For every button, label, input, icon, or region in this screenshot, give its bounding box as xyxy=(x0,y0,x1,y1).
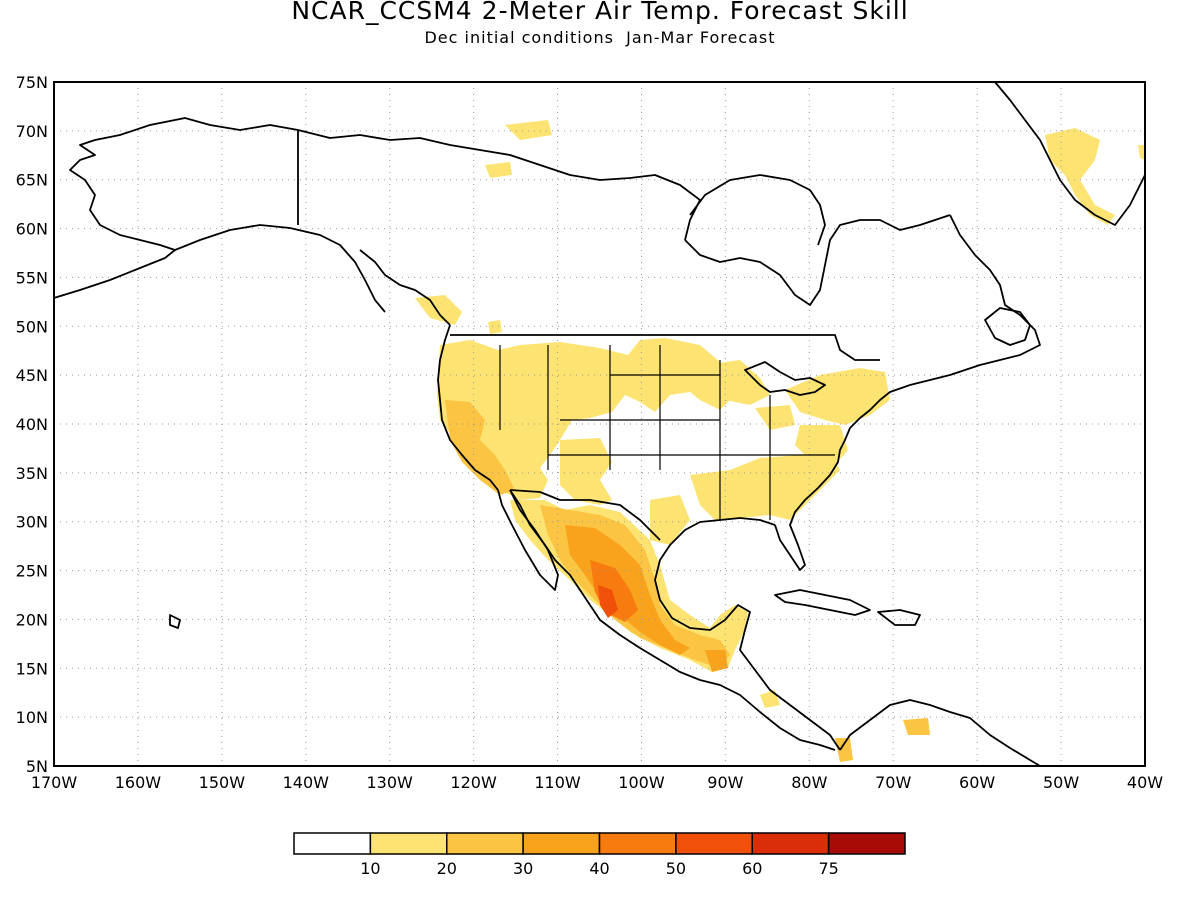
shade-midatlantic xyxy=(795,425,848,470)
coast-us-west xyxy=(437,324,499,491)
lat-label: 60N xyxy=(16,220,48,239)
latitude-labels: 75N 70N 65N 60N 55N 50N 45N 40N 35N 30N 25N 20N 15N 1… xyxy=(16,73,48,776)
shade-mexico-hot xyxy=(598,585,618,618)
lon-label: 50W xyxy=(1043,773,1079,792)
coast-arctic xyxy=(297,129,701,241)
lat-label: 10N xyxy=(16,708,48,727)
coast-alaska xyxy=(54,117,299,299)
lon-label: 70W xyxy=(875,773,911,792)
state-lines xyxy=(499,345,835,520)
coast-alaska-south xyxy=(174,224,386,313)
lon-label: 160W xyxy=(115,773,162,792)
shade-colombia xyxy=(835,738,853,762)
lon-label: 120W xyxy=(450,773,497,792)
lat-label: 40N xyxy=(16,415,48,434)
colorbar-segment xyxy=(751,832,830,855)
shade-caribbean xyxy=(760,690,780,708)
shade-mexico-red xyxy=(590,560,638,622)
shade-arctic-1 xyxy=(505,120,552,140)
graticule xyxy=(54,82,1145,766)
coast-south-america xyxy=(839,699,1041,766)
lat-label: 55N xyxy=(16,268,48,287)
coast-baja xyxy=(497,489,559,591)
lat-label: 5N xyxy=(26,757,48,776)
lat-label: 45N xyxy=(16,366,48,385)
shade-southeast xyxy=(690,452,840,520)
coast-hudson xyxy=(684,214,951,306)
colorbar-segment xyxy=(522,832,601,855)
colorbar-segment xyxy=(446,832,524,855)
colorbar-segment xyxy=(598,832,677,855)
coast-gulf xyxy=(654,517,776,631)
lon-label: 150W xyxy=(199,773,246,792)
shade-greenland-east xyxy=(1138,145,1145,160)
colorbar-label: 50 xyxy=(666,859,686,878)
colorbar-label: 10 xyxy=(360,859,380,878)
longitude-labels: 170W 160W 150W 140W 130W 120W 110W 100W 90W 80W 70… xyxy=(31,773,1163,792)
colorbar-segment xyxy=(675,832,753,855)
shade-guatemala xyxy=(705,650,728,672)
colorbar-label: 20 xyxy=(437,859,457,878)
lat-label: 75N xyxy=(16,73,48,92)
lon-label: 170W xyxy=(31,773,78,792)
shade-bc2 xyxy=(488,320,502,334)
skill-shading xyxy=(415,120,1145,762)
colorbar-label: 75 xyxy=(818,859,838,878)
lat-label: 70N xyxy=(16,122,48,141)
border-us-canada xyxy=(450,334,880,361)
lon-label: 80W xyxy=(791,773,827,792)
lat-label: 30N xyxy=(16,513,48,532)
shade-ohio xyxy=(755,405,795,430)
shade-greatlakes xyxy=(705,360,770,405)
coast-central-america xyxy=(739,629,841,751)
coast-hudson-inner xyxy=(689,174,826,246)
coast-great-lakes xyxy=(744,361,826,396)
border-us-mexico xyxy=(509,489,661,541)
lat-label: 15N xyxy=(16,659,48,678)
map-title: NCAR_CCSM4 2-Meter Air Temp. Forecast Sk… xyxy=(291,0,909,25)
lon-label: 100W xyxy=(618,773,665,792)
lon-label: 130W xyxy=(367,773,414,792)
coast-hispaniola xyxy=(877,609,921,626)
coast-bc xyxy=(359,249,451,326)
coast-central-america-pacific xyxy=(699,679,836,751)
lon-label: 140W xyxy=(283,773,330,792)
plot-frame xyxy=(53,81,1146,767)
coast-newfoundland xyxy=(984,307,1031,346)
shade-arctic-2 xyxy=(485,162,512,178)
lat-label: 25N xyxy=(16,562,48,581)
shade-venezuela xyxy=(903,718,930,735)
lon-label: 90W xyxy=(707,773,743,792)
colorbar-segment xyxy=(369,832,448,855)
colorbar-label: 40 xyxy=(589,859,609,878)
colorbar-segment xyxy=(293,832,372,855)
coast-hawaii xyxy=(169,614,181,629)
coastlines xyxy=(54,82,1145,766)
shade-bc xyxy=(415,295,462,325)
shade-nm xyxy=(560,438,612,505)
lat-label: 20N xyxy=(16,610,48,629)
lat-label: 65N xyxy=(16,171,48,190)
coast-us-east xyxy=(774,384,911,571)
colorbar-label: 30 xyxy=(513,859,533,878)
colorbar-label: 60 xyxy=(742,859,762,878)
lat-label: 50N xyxy=(16,317,48,336)
shade-greenland xyxy=(1045,128,1115,225)
shade-texas xyxy=(650,495,690,545)
lon-label: 40W xyxy=(1127,773,1163,792)
colorbar: 10 20 30 40 50 60 75 xyxy=(293,832,906,878)
coast-cuba xyxy=(774,589,871,616)
map-subtitle: Dec initial conditions Jan-Mar Forecast xyxy=(424,28,776,47)
coast-labrador xyxy=(909,214,1041,386)
colorbar-segment xyxy=(827,832,906,855)
shade-northeast xyxy=(785,368,890,425)
coast-mexico-pacific xyxy=(509,489,701,681)
lon-label: 110W xyxy=(534,773,581,792)
lat-label: 35N xyxy=(16,464,48,483)
coast-greenland xyxy=(994,82,1145,226)
lon-label: 60W xyxy=(959,773,995,792)
